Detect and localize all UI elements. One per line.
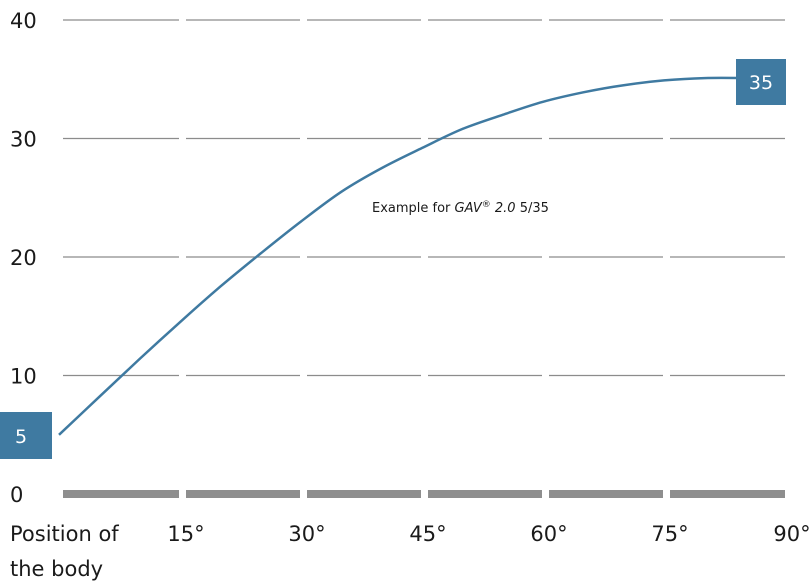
annotation-registered-mark: ® xyxy=(482,200,491,210)
gridlines xyxy=(63,19,785,377)
end-value-box: 35 xyxy=(736,59,786,105)
annotation-setting: 5/35 xyxy=(516,201,549,216)
x-axis-first-label-line1: Position of xyxy=(10,522,119,546)
start-value-label: 5 xyxy=(15,426,27,448)
start-value-box: 5 xyxy=(0,412,52,459)
x-tick-label-2: 30° xyxy=(288,522,325,546)
baseline-segment-4 xyxy=(428,490,542,498)
x-tick-label-5: 75° xyxy=(651,522,688,546)
end-value-label: 35 xyxy=(749,72,773,94)
x-tick-label-1: 15° xyxy=(167,522,204,546)
annotation-prefix: Example for xyxy=(372,201,455,216)
baseline xyxy=(63,490,785,498)
annotation-version: 2.0 xyxy=(491,201,516,216)
baseline-segment-1 xyxy=(63,490,179,498)
y-tick-label-40: 40 xyxy=(10,9,37,33)
y-tick-label-10: 10 xyxy=(10,365,37,389)
y-tick-label-20: 20 xyxy=(10,246,37,270)
x-tick-label-3: 45° xyxy=(409,522,446,546)
x-tick-label-4: 60° xyxy=(530,522,567,546)
baseline-segment-6 xyxy=(670,490,785,498)
baseline-segment-3 xyxy=(307,490,421,498)
x-tick-labels: Position of the body 15° 30° 45° 60° 75° 90° xyxy=(10,522,811,581)
y-tick-labels: 0 10 20 30 40 xyxy=(10,9,37,507)
y-tick-label-0: 0 xyxy=(10,483,23,507)
y-tick-label-30: 30 xyxy=(10,128,37,152)
x-axis-first-label-line2: the body xyxy=(10,557,103,581)
annotation-product: GAV xyxy=(455,201,483,216)
baseline-segment-5 xyxy=(549,490,663,498)
series-annotation: Example for GAV® 2.0 5/35 xyxy=(372,200,549,216)
series-line xyxy=(58,76,786,436)
baseline-segment-2 xyxy=(186,490,300,498)
x-tick-label-6: 90° xyxy=(773,522,810,546)
